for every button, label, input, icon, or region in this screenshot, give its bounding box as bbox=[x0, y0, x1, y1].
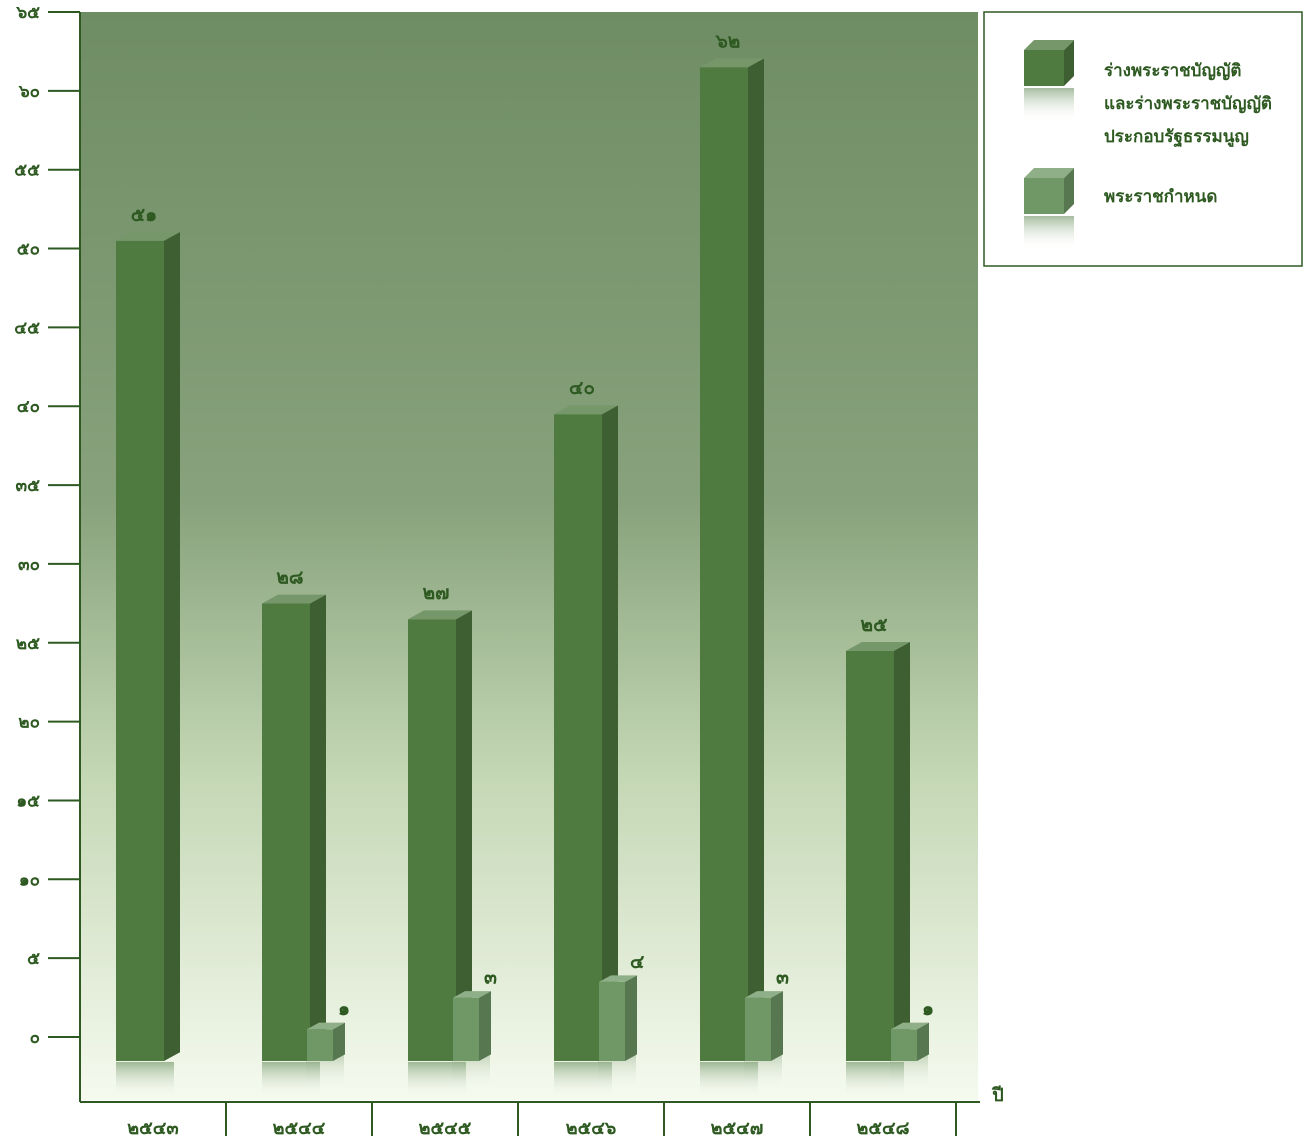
series-emergency-decree-bars bbox=[307, 975, 929, 1061]
y-tick-label: ๖๕ bbox=[15, 3, 40, 23]
data-label-bills: ๖๒ bbox=[715, 30, 741, 52]
y-tick-label: ๒๕ bbox=[16, 634, 40, 654]
bar-emergency-decree bbox=[745, 991, 783, 1061]
y-tick-label: ๔๐ bbox=[17, 397, 40, 417]
y-axis-ticks: ๐ ๕ ๑๐ ๑๕ ๒๐ ๒๕ ๓๐ ๓๕ ๔๐ ๔๕ ๕๐ ๕๕ ๖๐ ๖๕ bbox=[14, 3, 80, 1048]
y-tick-label: ๖๐ bbox=[18, 82, 40, 102]
x-axis-label: ปี bbox=[991, 1085, 1004, 1106]
x-axis-ticks: ๒๕๔๓ ๒๕๔๔ ๒๕๔๕ ๒๕๔๖ ๒๕๔๗ ๒๕๔๘ bbox=[127, 1102, 957, 1139]
y-tick-label: ๕ bbox=[27, 949, 40, 969]
plot-background bbox=[80, 12, 978, 1100]
legend-label-bills: ประกอบรัฐธรรมนูญ bbox=[1104, 127, 1249, 148]
bar-bills bbox=[116, 231, 180, 1061]
legend-swatch-emergency-decree bbox=[1024, 168, 1074, 250]
x-tick-label: ๒๕๔๕ bbox=[419, 1118, 472, 1139]
y-tick-label: ๓๕ bbox=[16, 476, 41, 496]
bar-bills bbox=[262, 594, 326, 1061]
data-label-bills: ๕๑ bbox=[131, 204, 157, 226]
legend-swatch-bills bbox=[1024, 40, 1074, 122]
x-tick-label: ๒๕๔๔ bbox=[273, 1118, 326, 1139]
x-tick-label: ๒๕๔๖ bbox=[566, 1118, 617, 1139]
y-tick-label: ๔๕ bbox=[14, 318, 40, 338]
y-tick-label: ๕๕ bbox=[14, 161, 40, 181]
x-tick-label: ๒๕๔๓ bbox=[127, 1118, 178, 1139]
bar-emergency-decree bbox=[453, 991, 491, 1061]
y-tick-label: ๑๕ bbox=[16, 791, 40, 811]
data-label-emergency-decree: ๔ bbox=[630, 951, 644, 973]
x-tick-label: ๒๕๔๗ bbox=[711, 1118, 764, 1139]
bar-bills bbox=[846, 641, 910, 1061]
bar-bills bbox=[700, 58, 764, 1062]
y-tick-label: ๑๐ bbox=[19, 870, 40, 890]
bar-emergency-decree bbox=[891, 1022, 929, 1061]
bar-emergency-decree bbox=[599, 975, 637, 1061]
y-tick-label: ๓๐ bbox=[18, 555, 40, 575]
data-label-emergency-decree: ๑ bbox=[338, 998, 350, 1020]
data-label-emergency-decree: ๓ bbox=[776, 967, 789, 989]
legend-label-emergency-decree: พระราชกำหนด bbox=[1104, 187, 1217, 207]
bar-bills bbox=[408, 610, 472, 1061]
bar-reflections bbox=[116, 1050, 928, 1098]
bar-emergency-decree bbox=[307, 1022, 345, 1061]
data-label-bills: ๒๕ bbox=[861, 614, 888, 636]
legend-label-bills: ร่างพระราชบัญญัติ bbox=[1104, 61, 1241, 81]
legend: ร่างพระราชบัญญัติและร่างพระราชบัญญัติประ… bbox=[983, 11, 1303, 267]
bar-reflection bbox=[116, 1062, 174, 1098]
data-label-bills: ๒๘ bbox=[276, 566, 303, 588]
bar-bills bbox=[554, 405, 618, 1061]
data-label-emergency-decree: ๓ bbox=[484, 967, 497, 989]
axes: ๐๕๑๐๑๕๒๐๒๕๓๐๓๕๔๐๔๕๕๐๕๕๖๐๖๕ ๒๕๔๓ ๒๕๔๔ ๒๕๔๕๒… bbox=[14, 3, 1003, 1139]
data-label-emergency-decree: ๑ bbox=[922, 998, 934, 1020]
y-tick-label: ๐ bbox=[30, 1028, 40, 1048]
x-tick-label: ๒๕๔๘ bbox=[857, 1118, 910, 1139]
y-tick-label: ๕๐ bbox=[17, 240, 40, 260]
data-label-bills: ๒๗ bbox=[423, 582, 450, 604]
series-bills-bars bbox=[116, 58, 910, 1062]
legend-label-bills: และร่างพระราชบัญญัติ bbox=[1104, 94, 1272, 114]
y-tick-label: ๒๐ bbox=[18, 713, 40, 733]
data-label-bills: ๔๐ bbox=[569, 377, 595, 399]
